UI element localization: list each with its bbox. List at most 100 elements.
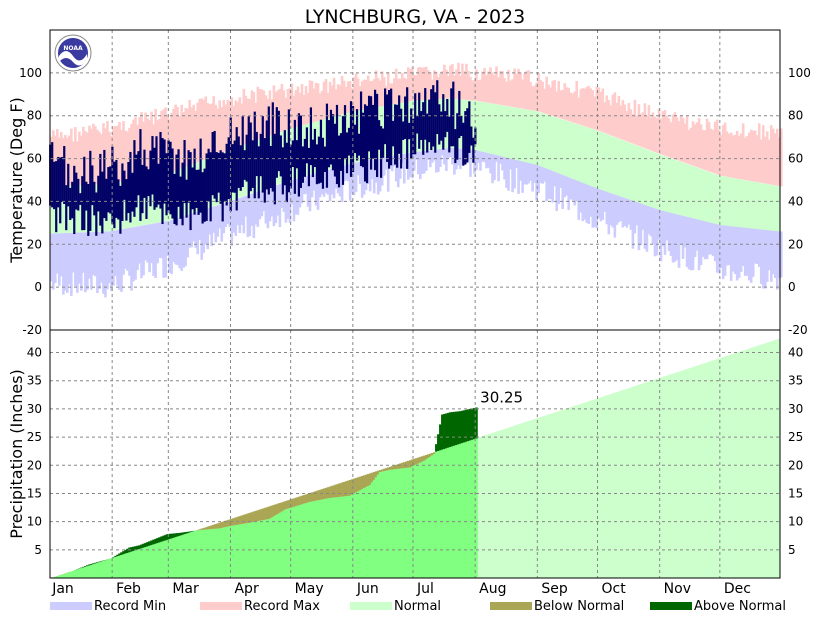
record-min-bar bbox=[481, 151, 484, 162]
record-min-bar bbox=[679, 215, 683, 245]
precip-observed-bar bbox=[130, 551, 133, 578]
observed-temp-bar bbox=[65, 185, 68, 231]
precip-observed-bar bbox=[280, 511, 284, 578]
precip-departure-bar bbox=[332, 485, 336, 498]
observed-temp-bar bbox=[123, 170, 126, 200]
record-min-bar bbox=[539, 165, 542, 183]
precip-observed-bar bbox=[398, 468, 402, 578]
record-max-bar bbox=[659, 118, 663, 155]
precip-observed-bar bbox=[98, 562, 101, 578]
record-min-bar bbox=[118, 229, 121, 290]
precip-observed-bar bbox=[308, 501, 312, 578]
legend-swatch bbox=[50, 602, 92, 610]
record-min-bar bbox=[721, 225, 725, 280]
observed-temp-bar bbox=[79, 193, 82, 205]
precip-departure-bar bbox=[118, 553, 121, 556]
precip-departure-bar bbox=[366, 474, 370, 487]
precip-observed-bar bbox=[475, 438, 478, 578]
record-max-bar bbox=[130, 124, 133, 181]
record-max-bar bbox=[589, 88, 593, 129]
record-min-bar bbox=[312, 173, 316, 191]
record-max-bar bbox=[613, 92, 617, 137]
record-max-bar bbox=[302, 94, 306, 126]
record-max-bar bbox=[463, 70, 466, 100]
record-max-bar bbox=[605, 95, 609, 134]
precip-observed-bar bbox=[154, 543, 157, 578]
precip-tick-right: 40 bbox=[788, 346, 803, 360]
precip-departure-bar bbox=[272, 504, 276, 517]
precip-observed-bar bbox=[78, 568, 81, 578]
precip-tick-left: 5 bbox=[34, 543, 42, 557]
precip-observed-bar bbox=[192, 531, 195, 578]
record-max-bar bbox=[108, 131, 111, 185]
observed-temp-bar bbox=[315, 144, 319, 185]
record-max-bar bbox=[513, 68, 516, 108]
observed-temp-bar bbox=[291, 140, 294, 167]
observed-temp-bar bbox=[81, 176, 84, 231]
record-min-bar bbox=[116, 230, 119, 286]
record-max-bar bbox=[631, 114, 635, 144]
observed-temp-bar bbox=[109, 166, 112, 214]
record-max-bar bbox=[216, 108, 220, 155]
record-min-bar bbox=[685, 216, 689, 267]
observed-temp-bar bbox=[412, 118, 415, 155]
observed-temp-bar bbox=[115, 160, 118, 218]
record-min-bar bbox=[671, 213, 675, 263]
record-min-bar bbox=[284, 182, 288, 223]
observed-temp-bar bbox=[59, 157, 62, 224]
record-max-bar bbox=[290, 83, 294, 129]
record-max-bar bbox=[76, 141, 79, 186]
precip-departure-bar bbox=[188, 531, 191, 533]
record-min-bar bbox=[747, 228, 751, 281]
record-min-bar bbox=[268, 187, 272, 222]
record-max-bar bbox=[685, 116, 689, 164]
record-max-bar bbox=[122, 121, 125, 182]
observed-temp-bar bbox=[323, 146, 327, 172]
observed-temp-bar bbox=[309, 107, 313, 166]
precip-observed-bar bbox=[402, 468, 406, 578]
record-min-bar bbox=[306, 175, 310, 207]
temp-tick-right: 80 bbox=[788, 109, 803, 123]
record-max-bar bbox=[54, 135, 57, 187]
precip-departure-bar bbox=[300, 495, 304, 505]
record-max-bar bbox=[499, 70, 502, 105]
precip-observed-bar bbox=[158, 542, 161, 578]
observed-temp-bar bbox=[307, 147, 311, 187]
precip-observed-bar bbox=[88, 565, 91, 578]
record-min-bar bbox=[254, 192, 258, 225]
record-max-bar bbox=[751, 130, 755, 182]
record-max-bar bbox=[739, 133, 743, 180]
precip-observed-bar bbox=[276, 514, 280, 578]
precip-observed-bar bbox=[60, 574, 63, 578]
precip-departure-bar bbox=[326, 487, 330, 499]
observed-temp-bar bbox=[153, 147, 156, 210]
precip-observed-bar bbox=[252, 521, 256, 578]
precip-observed-bar bbox=[312, 501, 316, 578]
record-max-bar bbox=[653, 116, 657, 153]
precip-observed-bar bbox=[346, 495, 350, 578]
record-max-bar bbox=[617, 95, 621, 139]
record-max-bar bbox=[507, 69, 510, 107]
record-max-bar bbox=[465, 63, 468, 100]
precip-departure-bar bbox=[354, 477, 358, 493]
precip-observed-bar bbox=[316, 500, 320, 578]
record-min-bar bbox=[677, 214, 681, 268]
observed-temp-bar bbox=[187, 150, 190, 203]
record-max-bar bbox=[294, 90, 298, 128]
precip-departure-bar bbox=[280, 502, 284, 512]
precip-departure-bar bbox=[116, 554, 119, 557]
precip-departure-bar bbox=[380, 469, 384, 472]
observed-temp-bar bbox=[53, 161, 56, 210]
precip-observed-bar bbox=[228, 526, 232, 578]
observed-temp-bar bbox=[442, 94, 445, 150]
precip-departure-bar bbox=[346, 480, 350, 496]
precip-observed-bar bbox=[190, 531, 193, 578]
temp-tick-right: 100 bbox=[788, 66, 811, 80]
precip-departure-bar bbox=[242, 514, 246, 524]
observed-temp-bar bbox=[382, 128, 385, 158]
precip-observed-bar bbox=[332, 497, 336, 578]
record-min-bar bbox=[605, 191, 609, 225]
record-max-bar bbox=[531, 86, 534, 111]
precip-departure-bar bbox=[262, 508, 266, 521]
record-max-bar bbox=[172, 108, 175, 172]
